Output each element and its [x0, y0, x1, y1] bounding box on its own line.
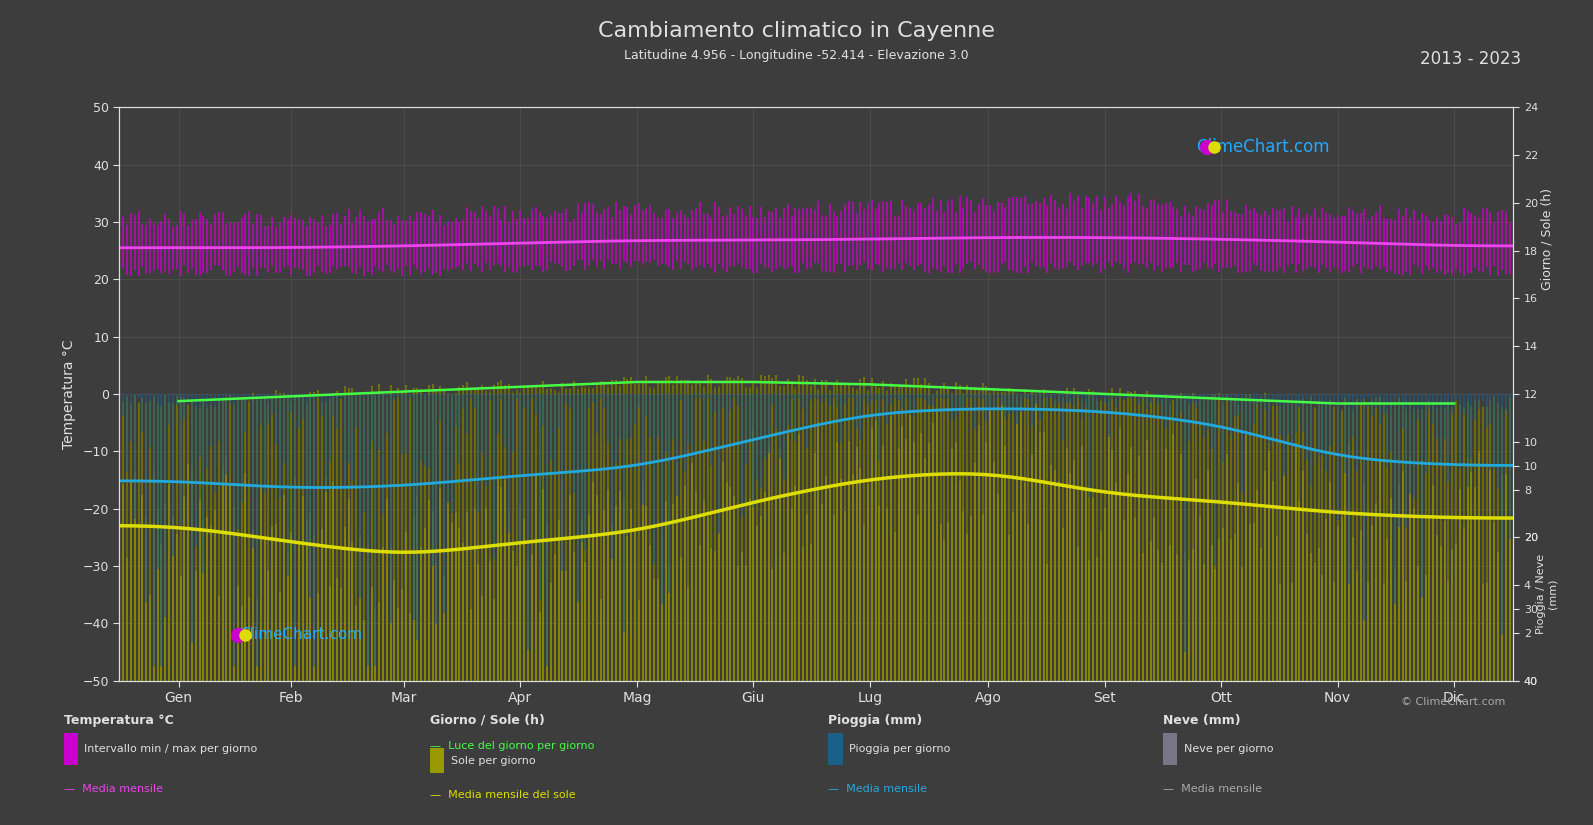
Text: Pioggia / Neve
(mm): Pioggia / Neve (mm)	[1536, 554, 1558, 634]
Text: —  Luce del giorno per giorno: — Luce del giorno per giorno	[430, 741, 594, 751]
Text: © ClimeChart.com: © ClimeChart.com	[1400, 697, 1505, 707]
Text: Cambiamento climatico in Cayenne: Cambiamento climatico in Cayenne	[597, 21, 996, 40]
Text: ClimeChart.com: ClimeChart.com	[239, 627, 362, 642]
Text: Temperatura °C: Temperatura °C	[64, 714, 174, 727]
Text: —  Media mensile del sole: — Media mensile del sole	[430, 790, 575, 799]
Text: Sole per giorno: Sole per giorno	[451, 756, 535, 766]
Text: —  Media mensile: — Media mensile	[828, 784, 927, 794]
Text: ClimeChart.com: ClimeChart.com	[1196, 139, 1329, 157]
Text: Latitudine 4.956 - Longitudine -52.414 - Elevazione 3.0: Latitudine 4.956 - Longitudine -52.414 -…	[624, 50, 969, 63]
Text: Giorno / Sole (h): Giorno / Sole (h)	[1540, 188, 1553, 290]
Text: 2013 - 2023: 2013 - 2023	[1421, 50, 1521, 68]
Text: Pioggia per giorno: Pioggia per giorno	[849, 744, 951, 754]
Y-axis label: Temperatura °C: Temperatura °C	[62, 339, 75, 449]
Text: Pioggia (mm): Pioggia (mm)	[828, 714, 922, 727]
Text: Neve per giorno: Neve per giorno	[1184, 744, 1273, 754]
Text: —  Media mensile: — Media mensile	[1163, 784, 1262, 794]
Text: Giorno / Sole (h): Giorno / Sole (h)	[430, 714, 545, 727]
Text: —  Media mensile: — Media mensile	[64, 784, 162, 794]
Text: Intervallo min / max per giorno: Intervallo min / max per giorno	[84, 744, 258, 754]
Text: Neve (mm): Neve (mm)	[1163, 714, 1241, 727]
